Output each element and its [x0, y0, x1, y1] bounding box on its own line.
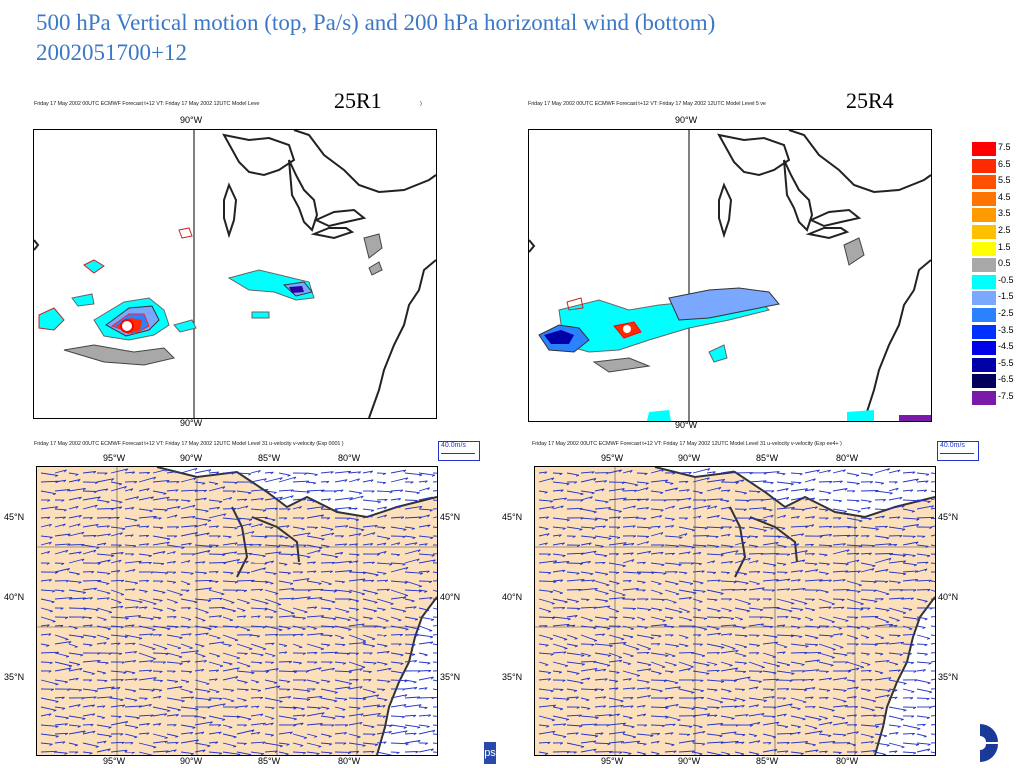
br-lon-90w-b: 90°W: [678, 756, 701, 766]
legend-swatch: [972, 158, 996, 173]
vertical-motion-map-25r1: [33, 129, 437, 419]
legend-label: -5.5: [998, 357, 1014, 368]
legend-swatch: [972, 391, 996, 405]
legend-swatch: [972, 274, 996, 289]
bl-lat-35n: 35°N: [4, 672, 25, 682]
bl-lon-90w-b: 90°W: [180, 756, 203, 766]
legend-label: 0.5: [998, 258, 1011, 269]
bl-lat-40n-right: 40°N: [440, 592, 461, 602]
legend-swatch: [972, 291, 996, 306]
top-left-lon-top: 90°W: [180, 115, 203, 125]
reference-vector-label: 40.0m/s: [940, 442, 965, 449]
reference-vector-left: 40.0m/s: [438, 441, 480, 461]
bl-lon-95w: 95°W: [103, 453, 126, 463]
reference-arrow-icon: [441, 453, 475, 454]
bl-lon-80w: 80°W: [338, 453, 361, 463]
bot-right-header: Friday 17 May 2002 00UTC ECMWF Forecast …: [532, 441, 842, 447]
legend-swatch: [972, 191, 996, 206]
bl-lat-45n-right: 45°N: [440, 512, 461, 522]
br-lon-95w: 95°W: [601, 453, 624, 463]
stray-text-fragment: ps: [484, 742, 496, 764]
bot-left-header: Friday 17 May 2002 00UTC ECMWF Forecast …: [34, 441, 344, 447]
legend-swatch: [972, 175, 996, 190]
br-lon-85w: 85°W: [756, 453, 779, 463]
top-right-header: Friday 17 May 2002 00UTC ECMWF Forecast …: [528, 101, 766, 107]
legend-swatch: [972, 241, 996, 256]
br-lon-80w: 80°W: [836, 453, 859, 463]
br-lat-35n: 35°N: [502, 672, 523, 682]
top-left-header-tail: ): [420, 101, 422, 107]
wind-map-25r4: [534, 466, 936, 756]
reference-arrow-icon: [940, 453, 974, 454]
legend-label: 6.5: [998, 158, 1011, 169]
legend-swatch: [972, 142, 996, 156]
bl-lon-85w: 85°W: [258, 453, 281, 463]
legend-label: -7.5: [998, 391, 1014, 401]
legend-swatch: [972, 258, 996, 273]
bl-lon-85w-b: 85°W: [258, 756, 281, 766]
bl-lon-80w-b: 80°W: [338, 756, 361, 766]
br-lat-40n: 40°N: [502, 592, 523, 602]
legend-label: 1.5: [998, 241, 1011, 252]
legend-swatch: [972, 225, 996, 239]
bl-lon-90w: 90°W: [180, 453, 203, 463]
legend-label: -2.5: [998, 308, 1014, 318]
title-line-1: 500 hPa Vertical motion (top, Pa/s) and …: [36, 10, 716, 35]
legend-swatch: [972, 208, 996, 223]
bl-lat-35n-right: 35°N: [440, 672, 461, 682]
bl-lon-95w-b: 95°W: [103, 756, 126, 766]
br-lat-45n-right: 45°N: [938, 512, 959, 522]
legend-swatch: [972, 357, 996, 372]
top-right-lon-top: 90°W: [675, 115, 698, 125]
run-label-left: 25R1: [334, 88, 382, 113]
top-left-lon-bottom: 90°W: [180, 418, 203, 428]
br-lon-85w-b: 85°W: [756, 756, 779, 766]
run-label-right: 25R4: [846, 88, 894, 113]
legend-label: 5.5: [998, 175, 1011, 186]
slide-title: 500 hPa Vertical motion (top, Pa/s) and …: [36, 8, 936, 68]
top-left-header: Friday 17 May 2002 00UTC ECMWF Forecast …: [34, 101, 260, 107]
br-lat-35n-right: 35°N: [938, 672, 959, 682]
legend-label: 4.5: [998, 191, 1011, 202]
legend-label: -3.5: [998, 324, 1014, 335]
br-lon-80w-b: 80°W: [836, 756, 859, 766]
legend-label: 2.5: [998, 225, 1011, 235]
legend-swatch: [972, 324, 996, 339]
wind-map-25r1: [36, 466, 438, 756]
br-lon-95w-b: 95°W: [601, 756, 624, 766]
reference-vector-label: 40.0m/s: [441, 442, 466, 449]
bl-lat-45n: 45°N: [4, 512, 25, 522]
reference-vector-right: 40.0m/s: [937, 441, 979, 461]
legend-label: -4.5: [998, 341, 1014, 352]
legend-swatch: [972, 341, 996, 356]
ecmwf-logo: [980, 724, 998, 762]
bl-lat-40n: 40°N: [4, 592, 25, 602]
br-lat-40n-right: 40°N: [938, 592, 959, 602]
vertical-motion-map-25r4: [528, 129, 932, 422]
br-lat-45n: 45°N: [502, 512, 523, 522]
legend-swatch: [972, 374, 996, 389]
legend-label: 3.5: [998, 208, 1011, 219]
legend-label: -1.5: [998, 291, 1014, 302]
legend-label: 7.5: [998, 142, 1011, 152]
top-right-lon-bottom: 90°W: [675, 420, 698, 430]
br-lon-90w: 90°W: [678, 453, 701, 463]
legend-label: -0.5: [998, 274, 1014, 285]
legend-swatch: [972, 308, 996, 322]
legend-label: -6.5: [998, 374, 1014, 385]
title-line-2: 2002051700+12: [36, 40, 187, 65]
